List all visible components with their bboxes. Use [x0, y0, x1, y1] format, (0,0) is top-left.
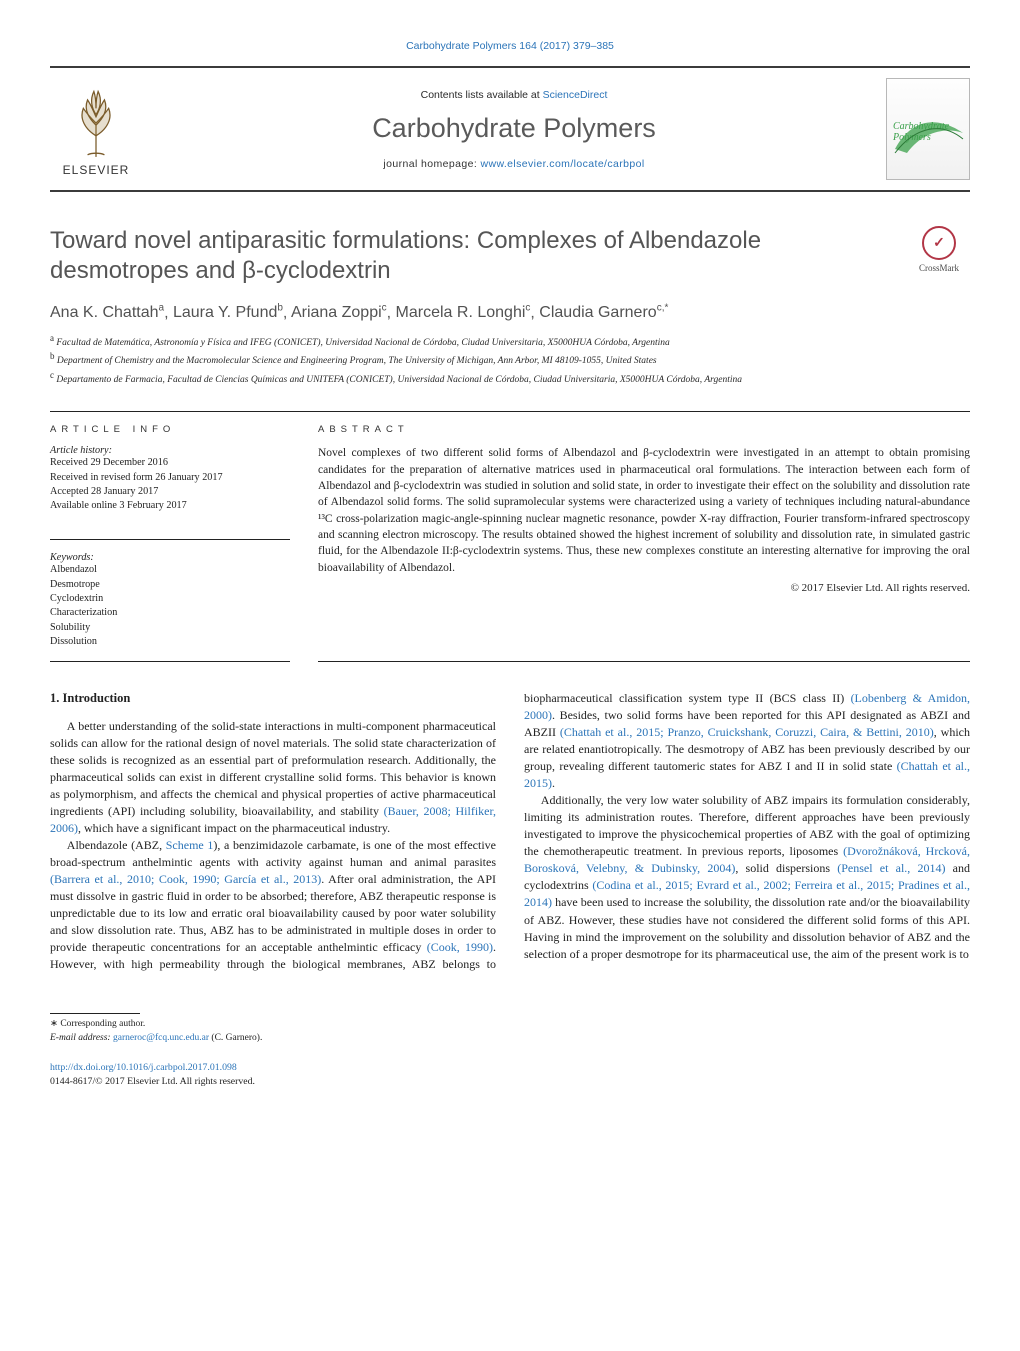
email-link[interactable]: garneroc@fcq.unc.edu.ar	[113, 1033, 209, 1043]
footnotes: ∗ Corresponding author. E-mail address: …	[50, 1018, 970, 1045]
email-line: E-mail address: garneroc@fcq.unc.edu.ar …	[50, 1032, 970, 1045]
scheme-link[interactable]: Scheme 1	[166, 838, 214, 852]
affiliation: b Department of Chemistry and the Macrom…	[50, 350, 970, 368]
body-two-columns: 1. Introduction A better understanding o…	[50, 690, 970, 973]
abstract-heading: abstract	[318, 424, 970, 435]
history-line: Accepted 28 January 2017	[50, 485, 290, 499]
cover-swoosh-icon	[893, 113, 965, 157]
affiliation: c Departamento de Farmacia, Facultad de …	[50, 369, 970, 387]
keywords-head: Keywords:	[50, 552, 290, 563]
history-line: Received 29 December 2016	[50, 456, 290, 470]
history-head: Article history:	[50, 445, 290, 456]
citation-link[interactable]: (Pensel et al., 2014)	[837, 861, 945, 875]
elsevier-tree-icon	[61, 81, 131, 161]
abstract-text: Novel complexes of two different solid f…	[318, 445, 970, 576]
abstract-copyright: © 2017 Elsevier Ltd. All rights reserved…	[318, 582, 970, 594]
crossmark-label: CrossMark	[919, 263, 959, 273]
email-suffix: (C. Garnero).	[209, 1033, 262, 1043]
keyword: Desmotrope	[50, 578, 290, 592]
sciencedirect-link[interactable]: ScienceDirect	[543, 89, 608, 101]
keyword: Dissolution	[50, 635, 290, 649]
keyword: Characterization	[50, 606, 290, 620]
keyword: Albendazol	[50, 563, 290, 577]
issn-copyright-line: 0144-8617/© 2017 Elsevier Ltd. All right…	[50, 1075, 970, 1089]
email-prefix: E-mail address:	[50, 1033, 113, 1043]
history-line: Received in revised form 26 January 2017	[50, 471, 290, 485]
homepage-prefix: journal homepage:	[383, 158, 480, 170]
author: Ana K. Chattaha	[50, 304, 164, 321]
citation-link[interactable]: (Barrera et al., 2010; Cook, 1990; Garcí…	[50, 872, 321, 886]
keyword: Solubility	[50, 621, 290, 635]
history-line: Available online 3 February 2017	[50, 499, 290, 513]
contents-line: Contents lists available at ScienceDirec…	[156, 89, 872, 101]
author: Claudia Garneroc,*	[539, 304, 668, 321]
affiliations: a Facultad de Matemática, Astronomía y F…	[50, 332, 970, 387]
running-head-link[interactable]: Carbohydrate Polymers 164 (2017) 379–385	[406, 40, 614, 52]
article-info-heading: article info	[50, 424, 290, 435]
running-head: Carbohydrate Polymers 164 (2017) 379–385	[50, 40, 970, 52]
footnote-rule	[50, 1013, 140, 1014]
author: Marcela R. Longhic	[396, 304, 531, 321]
journal-header-band: ELSEVIER Contents lists available at Sci…	[50, 66, 970, 192]
body-paragraph: Additionally, the very low water solubil…	[524, 792, 970, 962]
journal-name: Carbohydrate Polymers	[156, 113, 872, 144]
citation-link[interactable]: (Cook, 1990)	[427, 940, 493, 954]
affiliation: a Facultad de Matemática, Astronomía y F…	[50, 332, 970, 350]
elsevier-wordmark: ELSEVIER	[63, 163, 130, 177]
keyword: Cyclodextrin	[50, 592, 290, 606]
doi-block: http://dx.doi.org/10.1016/j.carbpol.2017…	[50, 1061, 970, 1088]
doi-link[interactable]: http://dx.doi.org/10.1016/j.carbpol.2017…	[50, 1062, 237, 1073]
journal-cover-thumbnail: Carbohydrate Polymers	[886, 78, 970, 180]
section-heading: 1. Introduction	[50, 690, 496, 708]
elsevier-logo-pane: ELSEVIER	[50, 81, 142, 177]
article-title: Toward novel antiparasitic formulations:…	[50, 226, 892, 286]
homepage-line: journal homepage: www.elsevier.com/locat…	[156, 158, 872, 170]
crossmark-ring-icon: ✓	[922, 226, 956, 260]
article-history-block: Article history: Received 29 December 20…	[50, 445, 290, 540]
body-paragraph: A better understanding of the solid-stat…	[50, 718, 496, 837]
homepage-link[interactable]: www.elsevier.com/locate/carbpol	[480, 158, 644, 170]
author-list: Ana K. Chattaha, Laura Y. Pfundb, Ariana…	[50, 302, 970, 324]
author: Laura Y. Pfundb	[173, 304, 283, 321]
keywords-block: Keywords: Albendazol Desmotrope Cyclodex…	[50, 552, 290, 662]
corresponding-author-note: ∗ Corresponding author.	[50, 1018, 970, 1031]
contents-prefix: Contents lists available at	[421, 89, 543, 101]
citation-link[interactable]: (Chattah et al., 2015; Pranzo, Cruicksha…	[560, 725, 934, 739]
author: Ariana Zoppic	[291, 304, 387, 321]
crossmark-badge[interactable]: ✓ CrossMark	[908, 226, 970, 273]
